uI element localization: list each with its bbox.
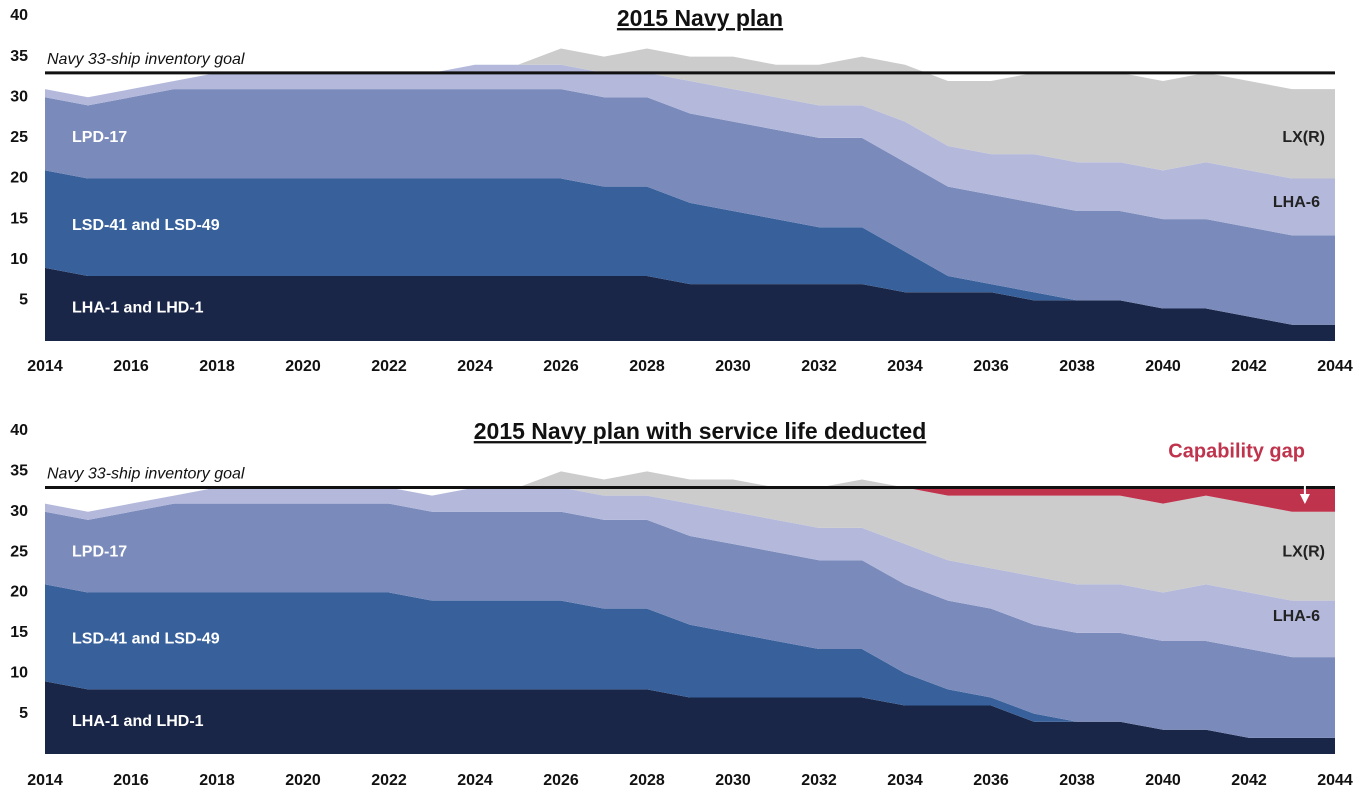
x-tick-label: 2032 xyxy=(801,358,837,375)
series-label: LX(R) xyxy=(1282,543,1325,560)
series-label: LHA-6 xyxy=(1273,194,1320,211)
x-tick-label: 2040 xyxy=(1145,358,1181,375)
y-tick-label: 30 xyxy=(10,88,28,105)
x-tick-label: 2024 xyxy=(457,772,493,789)
series-label: Capability gap xyxy=(1168,440,1305,462)
x-tick-label: 2022 xyxy=(371,772,407,789)
area xyxy=(45,267,1335,341)
chart: Navy 33-ship inventory goal LHA-1 and LHD… xyxy=(10,5,1353,375)
x-tick-label: 2024 xyxy=(457,358,493,375)
y-tick-label: 40 xyxy=(10,422,28,439)
x-tick-label: 2020 xyxy=(285,772,321,789)
y-tick-label: 5 xyxy=(19,705,28,722)
y-tick-label: 35 xyxy=(10,463,28,480)
x-tick-label: 2036 xyxy=(973,358,1009,375)
y-tick-label: 15 xyxy=(10,210,28,227)
x-tick-label: 2020 xyxy=(285,358,321,375)
y-tick-label: 10 xyxy=(10,664,28,681)
x-tick-label: 2042 xyxy=(1231,358,1267,375)
y-tick-label: 20 xyxy=(10,170,28,187)
x-tick-label: 2038 xyxy=(1059,772,1095,789)
x-tick-label: 2016 xyxy=(113,772,149,789)
y-tick-label: 5 xyxy=(19,292,28,309)
x-tick-label: 2028 xyxy=(629,772,665,789)
x-tick-label: 2038 xyxy=(1059,358,1095,375)
x-tick-label: 2036 xyxy=(973,772,1009,789)
chart-title: 2015 Navy plan with service life deducte… xyxy=(474,418,927,444)
y-tick-label: 20 xyxy=(10,584,28,601)
series-label: LHA-1 and LHD-1 xyxy=(72,713,204,730)
x-tick-label: 2040 xyxy=(1145,772,1181,789)
y-tick-label: 15 xyxy=(10,624,28,641)
area xyxy=(45,584,1335,738)
x-tick-label: 2014 xyxy=(27,772,63,789)
area xyxy=(45,64,1335,236)
x-tick-label: 2034 xyxy=(887,772,923,789)
goal-label: Navy 33-ship inventory goal xyxy=(47,51,245,68)
x-tick-label: 2018 xyxy=(199,772,235,789)
area xyxy=(45,503,1335,738)
area xyxy=(45,487,1335,658)
arrow-head xyxy=(1299,494,1310,504)
area xyxy=(45,471,1335,601)
chart: Navy 33-ship inventory goal LHA-1 and LHD… xyxy=(10,418,1353,789)
x-tick-label: 2034 xyxy=(887,358,923,375)
y-tick-label: 35 xyxy=(10,48,28,65)
y-tick-label: 10 xyxy=(10,251,28,268)
area xyxy=(45,170,1335,325)
x-tick-label: 2044 xyxy=(1317,772,1353,789)
chart-title: 2015 Navy plan xyxy=(617,5,783,31)
x-tick-label: 2030 xyxy=(715,772,751,789)
y-tick-label: 40 xyxy=(10,7,28,24)
series-label: LHA-6 xyxy=(1273,608,1320,625)
series-label: LX(R) xyxy=(1282,129,1325,146)
area xyxy=(45,471,1335,512)
x-tick-label: 2042 xyxy=(1231,772,1267,789)
y-tick-label: 25 xyxy=(10,543,28,560)
x-tick-label: 2026 xyxy=(543,358,579,375)
x-tick-label: 2018 xyxy=(199,358,235,375)
series-label: LPD-17 xyxy=(72,129,127,146)
series-label: LHA-1 and LHD-1 xyxy=(72,300,204,317)
x-tick-label: 2026 xyxy=(543,772,579,789)
series-label: LPD-17 xyxy=(72,543,127,560)
x-tick-label: 2044 xyxy=(1317,358,1353,375)
area xyxy=(45,681,1335,754)
x-tick-label: 2030 xyxy=(715,358,751,375)
x-tick-label: 2028 xyxy=(629,358,665,375)
x-tick-label: 2014 xyxy=(27,358,63,375)
y-tick-label: 25 xyxy=(10,129,28,146)
x-tick-label: 2022 xyxy=(371,358,407,375)
series-label: LSD-41 and LSD-49 xyxy=(72,217,220,234)
x-tick-label: 2016 xyxy=(113,358,149,375)
x-tick-label: 2032 xyxy=(801,772,837,789)
goal-label: Navy 33-ship inventory goal xyxy=(47,466,245,483)
area xyxy=(45,89,1335,325)
area xyxy=(45,48,1335,179)
y-tick-label: 30 xyxy=(10,503,28,520)
series-label: LSD-41 and LSD-49 xyxy=(72,631,220,648)
